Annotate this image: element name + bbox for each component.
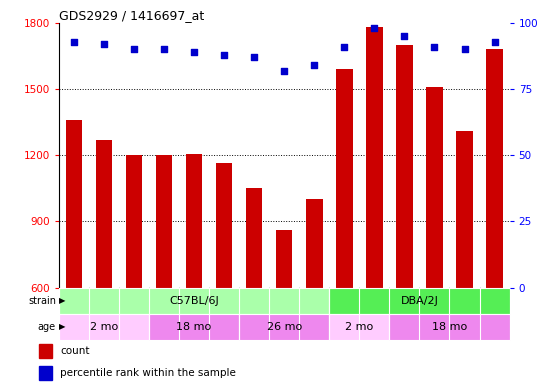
Bar: [389, 314, 510, 340]
Text: ▶: ▶: [59, 322, 66, 331]
Text: GSM152268: GSM152268: [426, 288, 435, 334]
Point: [370, 25, 379, 31]
Bar: [336, 70, 353, 288]
Point: [460, 46, 469, 53]
Point: [69, 38, 78, 45]
Point: [490, 38, 499, 45]
Text: GSM152256: GSM152256: [65, 288, 74, 334]
Bar: [246, 189, 263, 288]
Text: percentile rank within the sample: percentile rank within the sample: [60, 368, 236, 378]
Text: GDS2929 / 1416697_at: GDS2929 / 1416697_at: [59, 9, 204, 22]
Text: strain: strain: [28, 296, 56, 306]
Point: [160, 46, 169, 53]
Point: [250, 55, 259, 61]
Text: 2 mo: 2 mo: [345, 322, 374, 332]
Bar: [156, 156, 172, 288]
Text: 18 mo: 18 mo: [432, 322, 467, 332]
Text: GSM152267: GSM152267: [395, 288, 404, 334]
Bar: [396, 45, 413, 288]
Bar: [216, 163, 232, 288]
Bar: [66, 120, 82, 288]
Text: age: age: [38, 322, 56, 332]
Text: GSM152269: GSM152269: [455, 288, 464, 334]
Bar: [306, 199, 323, 288]
Text: GSM152261: GSM152261: [215, 288, 224, 334]
Text: GSM152257: GSM152257: [95, 288, 104, 334]
Bar: [329, 288, 510, 314]
Text: GSM152265: GSM152265: [335, 288, 344, 334]
Text: DBA/2J: DBA/2J: [400, 296, 438, 306]
Bar: [366, 27, 382, 288]
Text: ▶: ▶: [59, 296, 66, 305]
Text: 26 mo: 26 mo: [267, 322, 302, 332]
Text: GSM152262: GSM152262: [245, 288, 254, 334]
Bar: [149, 314, 239, 340]
Bar: [239, 314, 329, 340]
Bar: [486, 50, 503, 288]
Text: GSM152264: GSM152264: [305, 288, 314, 334]
Point: [100, 41, 109, 47]
Point: [310, 62, 319, 68]
Bar: [39, 344, 52, 358]
Bar: [426, 87, 443, 288]
Text: GSM152258: GSM152258: [125, 288, 134, 334]
Bar: [59, 288, 329, 314]
Point: [189, 49, 199, 55]
Text: count: count: [60, 346, 90, 356]
Bar: [96, 140, 112, 288]
Text: C57BL/6J: C57BL/6J: [169, 296, 219, 306]
Point: [430, 44, 439, 50]
Point: [279, 68, 289, 74]
Text: GSM152266: GSM152266: [365, 288, 374, 334]
Text: GSM152270: GSM152270: [486, 288, 494, 334]
Bar: [456, 131, 473, 288]
Point: [220, 52, 228, 58]
Text: 2 mo: 2 mo: [90, 322, 118, 332]
Point: [400, 33, 409, 39]
Text: GSM152259: GSM152259: [155, 288, 164, 334]
Bar: [125, 156, 142, 288]
Bar: [329, 314, 389, 340]
Point: [340, 44, 349, 50]
Text: GSM152263: GSM152263: [275, 288, 284, 334]
Bar: [59, 314, 149, 340]
Bar: [39, 366, 52, 381]
Text: GSM152260: GSM152260: [185, 288, 194, 334]
Text: 18 mo: 18 mo: [176, 322, 212, 332]
Bar: [186, 154, 202, 288]
Bar: [276, 230, 292, 288]
Point: [129, 46, 138, 53]
